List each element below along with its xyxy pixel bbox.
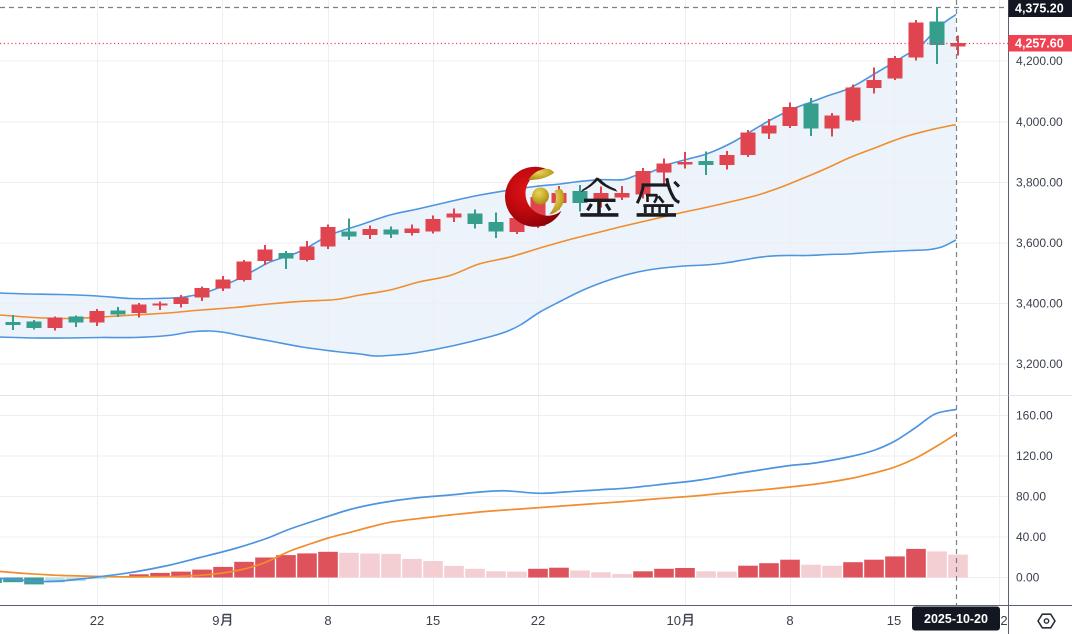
svg-text:15: 15 [426, 613, 440, 628]
svg-text:10: 10 [667, 613, 681, 628]
svg-text:3,400.00: 3,400.00 [1016, 297, 1063, 311]
svg-text:8: 8 [786, 613, 793, 628]
svg-text:3,200.00: 3,200.00 [1016, 357, 1063, 371]
svg-text:3,600.00: 3,600.00 [1016, 236, 1063, 250]
svg-text:40.00: 40.00 [1016, 530, 1046, 544]
svg-text:15: 15 [887, 613, 901, 628]
svg-text:4,200.00: 4,200.00 [1016, 54, 1063, 68]
svg-text:3,800.00: 3,800.00 [1016, 176, 1063, 190]
svg-text:4,257.60: 4,257.60 [1015, 37, 1064, 51]
svg-text:2025-10-20: 2025-10-20 [924, 612, 988, 626]
svg-text:0.00: 0.00 [1016, 571, 1040, 585]
svg-text:9: 9 [212, 613, 219, 628]
svg-text:4,000.00: 4,000.00 [1016, 115, 1063, 129]
svg-text:160.00: 160.00 [1016, 409, 1053, 423]
svg-text:22: 22 [90, 613, 104, 628]
svg-text:22: 22 [531, 613, 545, 628]
svg-text:120.00: 120.00 [1016, 449, 1053, 463]
svg-text:8: 8 [324, 613, 331, 628]
svg-text:80.00: 80.00 [1016, 490, 1046, 504]
svg-text:4,375.20: 4,375.20 [1015, 2, 1064, 16]
svg-text:2: 2 [1000, 613, 1007, 628]
